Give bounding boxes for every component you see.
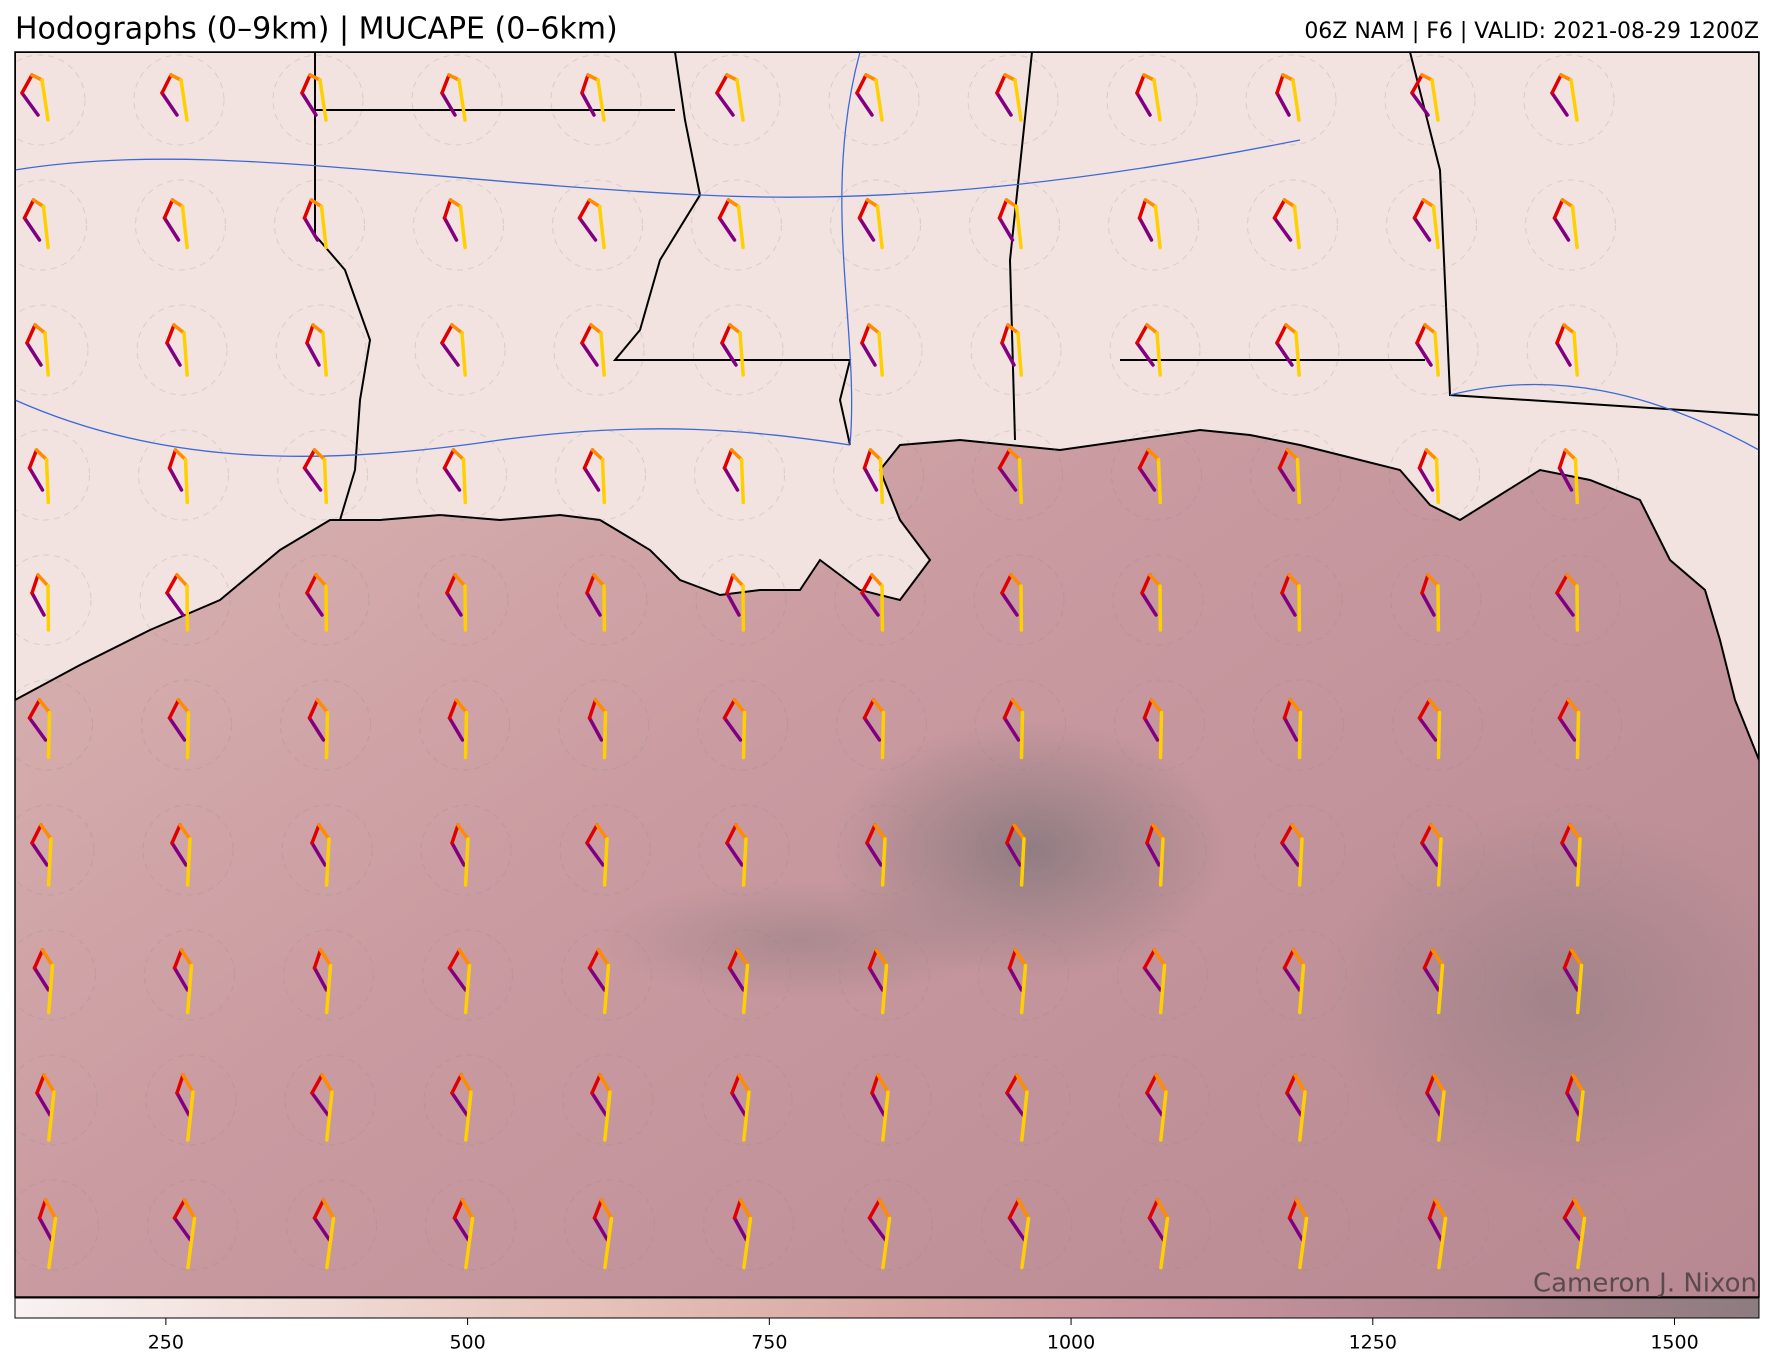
hodograph-segment	[317, 1325, 325, 1343]
hodograph-segment	[603, 1325, 613, 1345]
colorbar-tick-label: 250	[148, 1332, 184, 1354]
hodograph-segment	[1437, 1325, 1447, 1345]
hodograph-segment	[188, 839, 190, 885]
hodograph-segment	[744, 713, 745, 758]
hodograph-segment	[1567, 1343, 1582, 1365]
hodograph-segment	[605, 839, 607, 885]
hodograph-segment	[732, 1343, 748, 1365]
hodograph-segment	[881, 460, 883, 503]
hodograph-segment	[1567, 1325, 1576, 1343]
hodograph-segment	[1427, 1343, 1443, 1365]
hodograph-segment	[1439, 839, 1441, 885]
hodograph-segment	[1578, 839, 1580, 885]
hodograph-segment	[1020, 1325, 1030, 1345]
hodograph-segment	[1298, 460, 1300, 503]
hodograph-segment	[1576, 1325, 1586, 1345]
hodograph-segment	[325, 1325, 335, 1345]
hodograph-segment	[1012, 1343, 1026, 1365]
colorbar-tick-label: 750	[751, 1332, 787, 1354]
hodograph-segment	[47, 1325, 57, 1345]
hodograph-segment	[883, 1345, 891, 1368]
colorbar-tick-label: 1500	[1650, 1332, 1698, 1354]
hodograph-segment	[1152, 1325, 1159, 1343]
hodograph-segment	[325, 460, 327, 503]
hodograph-segment	[1022, 713, 1023, 758]
hodograph-segment	[603, 460, 605, 503]
hodograph-segment	[597, 1343, 609, 1365]
hodograph-segment	[1300, 713, 1301, 758]
hodograph-segment	[1298, 1325, 1308, 1345]
hodograph-segment	[466, 839, 468, 885]
hodograph-segment	[1161, 713, 1162, 758]
hodograph-segment	[1161, 1345, 1169, 1368]
hodograph-segment	[1022, 1345, 1030, 1368]
colorbar-tick-label: 1000	[1047, 1332, 1095, 1354]
hodograph-segment	[49, 839, 51, 885]
colorbar-tick-label: 500	[449, 1332, 485, 1354]
hodograph-segment	[1020, 460, 1022, 503]
hodograph-segment	[872, 1343, 887, 1365]
hodograph-segment	[597, 1325, 603, 1343]
hodograph-segment	[1437, 460, 1439, 503]
hodograph-segment	[1012, 1325, 1020, 1343]
hodograph-segment	[1292, 1325, 1298, 1343]
hodograph-segment	[464, 460, 466, 503]
hodograph-segment	[1161, 839, 1163, 885]
hodograph-segment	[188, 713, 189, 758]
hodograph-segment	[1300, 1345, 1308, 1368]
hodograph-segment	[186, 1325, 196, 1345]
hodograph-segment	[605, 713, 606, 758]
hodograph-segment	[1022, 839, 1024, 885]
hodograph-segment	[1439, 1345, 1447, 1368]
hodograph-segment	[881, 1325, 891, 1345]
colorbar-tick-label: 1250	[1349, 1332, 1397, 1354]
hodograph-segment	[872, 1325, 881, 1343]
hodograph-segment	[1152, 1343, 1165, 1365]
hodograph-segment	[744, 839, 746, 885]
hodograph-segment	[1578, 1345, 1586, 1368]
hodograph-segment	[1159, 1325, 1169, 1345]
credit: Cameron J. Nixon	[1533, 1269, 1757, 1299]
hodograph-segment	[1427, 1325, 1437, 1343]
hodograph-segment	[317, 1343, 331, 1365]
hodograph-segment	[466, 713, 467, 758]
hodograph-segment	[1300, 839, 1302, 885]
hodograph-segment	[1578, 713, 1579, 758]
subtitle: 06Z NAM | F6 | VALID: 2021-08-29 1200Z	[1304, 19, 1759, 44]
hodograph-segment	[49, 1345, 57, 1368]
hodograph-segment	[1159, 460, 1161, 503]
hodograph-segment	[732, 1325, 742, 1343]
hodograph-segment	[49, 713, 50, 758]
hodograph-segment	[47, 460, 49, 503]
hodograph-segment	[1439, 713, 1440, 758]
hodograph-segment	[188, 1345, 196, 1368]
hodograph-segment	[327, 713, 328, 758]
hodograph-segment	[327, 839, 329, 885]
hodograph-segment	[1576, 460, 1578, 503]
hodograph-segment	[883, 839, 885, 885]
hodograph-segment	[327, 1345, 335, 1368]
hodograph-segment	[37, 1343, 53, 1365]
colorbar	[15, 1298, 1759, 1318]
hodograph-segment	[1292, 1343, 1304, 1365]
hodograph-segment	[37, 1325, 47, 1343]
hodograph-segment	[883, 713, 884, 758]
hodograph-segment	[742, 460, 744, 503]
cape-max	[600, 880, 1000, 1000]
hodograph-segment	[186, 460, 188, 503]
map-area	[0, 52, 1773, 1368]
title: Hodographs (0–9km) | MUCAPE (0–6km)	[15, 12, 618, 47]
hodograph-segment	[605, 1345, 613, 1368]
